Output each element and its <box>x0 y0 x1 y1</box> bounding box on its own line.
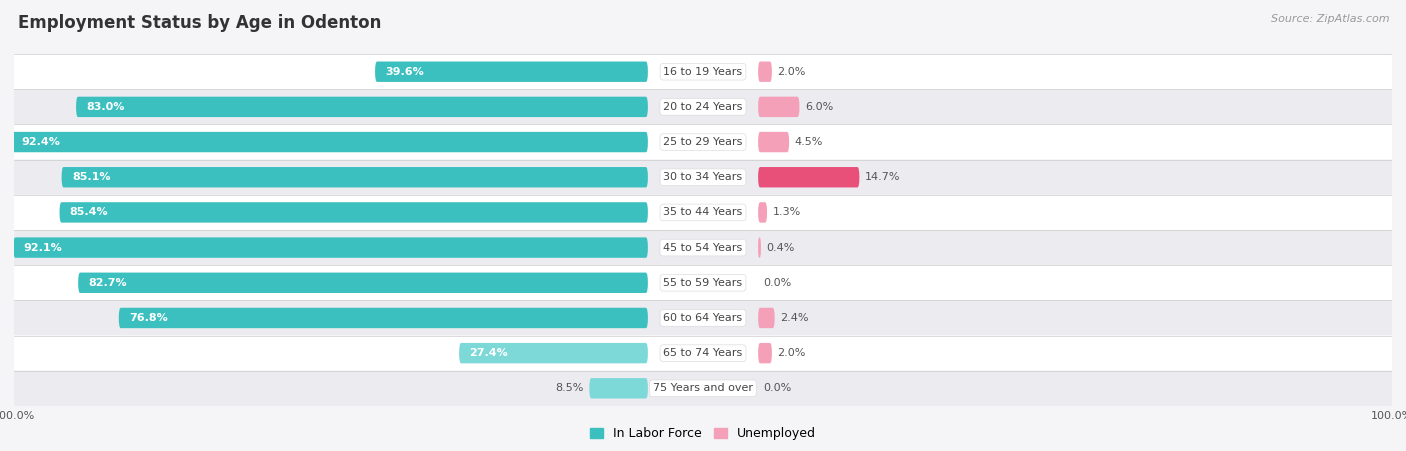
FancyBboxPatch shape <box>79 272 648 293</box>
Text: 30 to 34 Years: 30 to 34 Years <box>664 172 742 182</box>
FancyBboxPatch shape <box>14 237 648 258</box>
FancyBboxPatch shape <box>758 97 800 117</box>
Legend: In Labor Force, Unemployed: In Labor Force, Unemployed <box>585 423 821 446</box>
Text: 85.1%: 85.1% <box>72 172 111 182</box>
Text: 39.6%: 39.6% <box>385 67 425 77</box>
Text: 92.4%: 92.4% <box>21 137 60 147</box>
Text: 8.5%: 8.5% <box>555 383 583 393</box>
FancyBboxPatch shape <box>758 61 772 82</box>
FancyBboxPatch shape <box>758 237 761 258</box>
Text: 4.5%: 4.5% <box>794 137 823 147</box>
FancyBboxPatch shape <box>375 61 648 82</box>
FancyBboxPatch shape <box>11 132 648 152</box>
Text: 14.7%: 14.7% <box>865 172 900 182</box>
FancyBboxPatch shape <box>59 202 648 223</box>
Text: 76.8%: 76.8% <box>129 313 167 323</box>
FancyBboxPatch shape <box>62 167 648 188</box>
FancyBboxPatch shape <box>76 97 648 117</box>
Text: 0.0%: 0.0% <box>763 383 792 393</box>
Text: 82.7%: 82.7% <box>89 278 127 288</box>
FancyBboxPatch shape <box>758 308 775 328</box>
Text: 20 to 24 Years: 20 to 24 Years <box>664 102 742 112</box>
FancyBboxPatch shape <box>118 308 648 328</box>
FancyBboxPatch shape <box>460 343 648 364</box>
FancyBboxPatch shape <box>758 343 772 364</box>
FancyBboxPatch shape <box>758 132 789 152</box>
Text: 65 to 74 Years: 65 to 74 Years <box>664 348 742 358</box>
Text: 60 to 64 Years: 60 to 64 Years <box>664 313 742 323</box>
Text: 1.3%: 1.3% <box>772 207 801 217</box>
Text: 83.0%: 83.0% <box>86 102 125 112</box>
FancyBboxPatch shape <box>14 336 1392 371</box>
Text: 92.1%: 92.1% <box>24 243 62 253</box>
FancyBboxPatch shape <box>14 230 1392 265</box>
Text: Source: ZipAtlas.com: Source: ZipAtlas.com <box>1271 14 1389 23</box>
FancyBboxPatch shape <box>14 300 1392 336</box>
Text: 2.4%: 2.4% <box>780 313 808 323</box>
Text: 0.4%: 0.4% <box>766 243 794 253</box>
FancyBboxPatch shape <box>14 265 1392 300</box>
FancyBboxPatch shape <box>758 167 859 188</box>
FancyBboxPatch shape <box>758 202 768 223</box>
Text: 85.4%: 85.4% <box>70 207 108 217</box>
FancyBboxPatch shape <box>14 160 1392 195</box>
Text: 75 Years and over: 75 Years and over <box>652 383 754 393</box>
Text: 16 to 19 Years: 16 to 19 Years <box>664 67 742 77</box>
Text: 25 to 29 Years: 25 to 29 Years <box>664 137 742 147</box>
FancyBboxPatch shape <box>14 195 1392 230</box>
Text: 2.0%: 2.0% <box>778 348 806 358</box>
FancyBboxPatch shape <box>14 124 1392 160</box>
FancyBboxPatch shape <box>14 54 1392 89</box>
Text: 45 to 54 Years: 45 to 54 Years <box>664 243 742 253</box>
FancyBboxPatch shape <box>14 371 1392 406</box>
Text: 35 to 44 Years: 35 to 44 Years <box>664 207 742 217</box>
FancyBboxPatch shape <box>589 378 648 399</box>
Text: 27.4%: 27.4% <box>470 348 508 358</box>
Text: 0.0%: 0.0% <box>763 278 792 288</box>
Text: 6.0%: 6.0% <box>806 102 834 112</box>
Text: 2.0%: 2.0% <box>778 67 806 77</box>
Text: 55 to 59 Years: 55 to 59 Years <box>664 278 742 288</box>
Text: Employment Status by Age in Odenton: Employment Status by Age in Odenton <box>18 14 381 32</box>
FancyBboxPatch shape <box>14 89 1392 124</box>
